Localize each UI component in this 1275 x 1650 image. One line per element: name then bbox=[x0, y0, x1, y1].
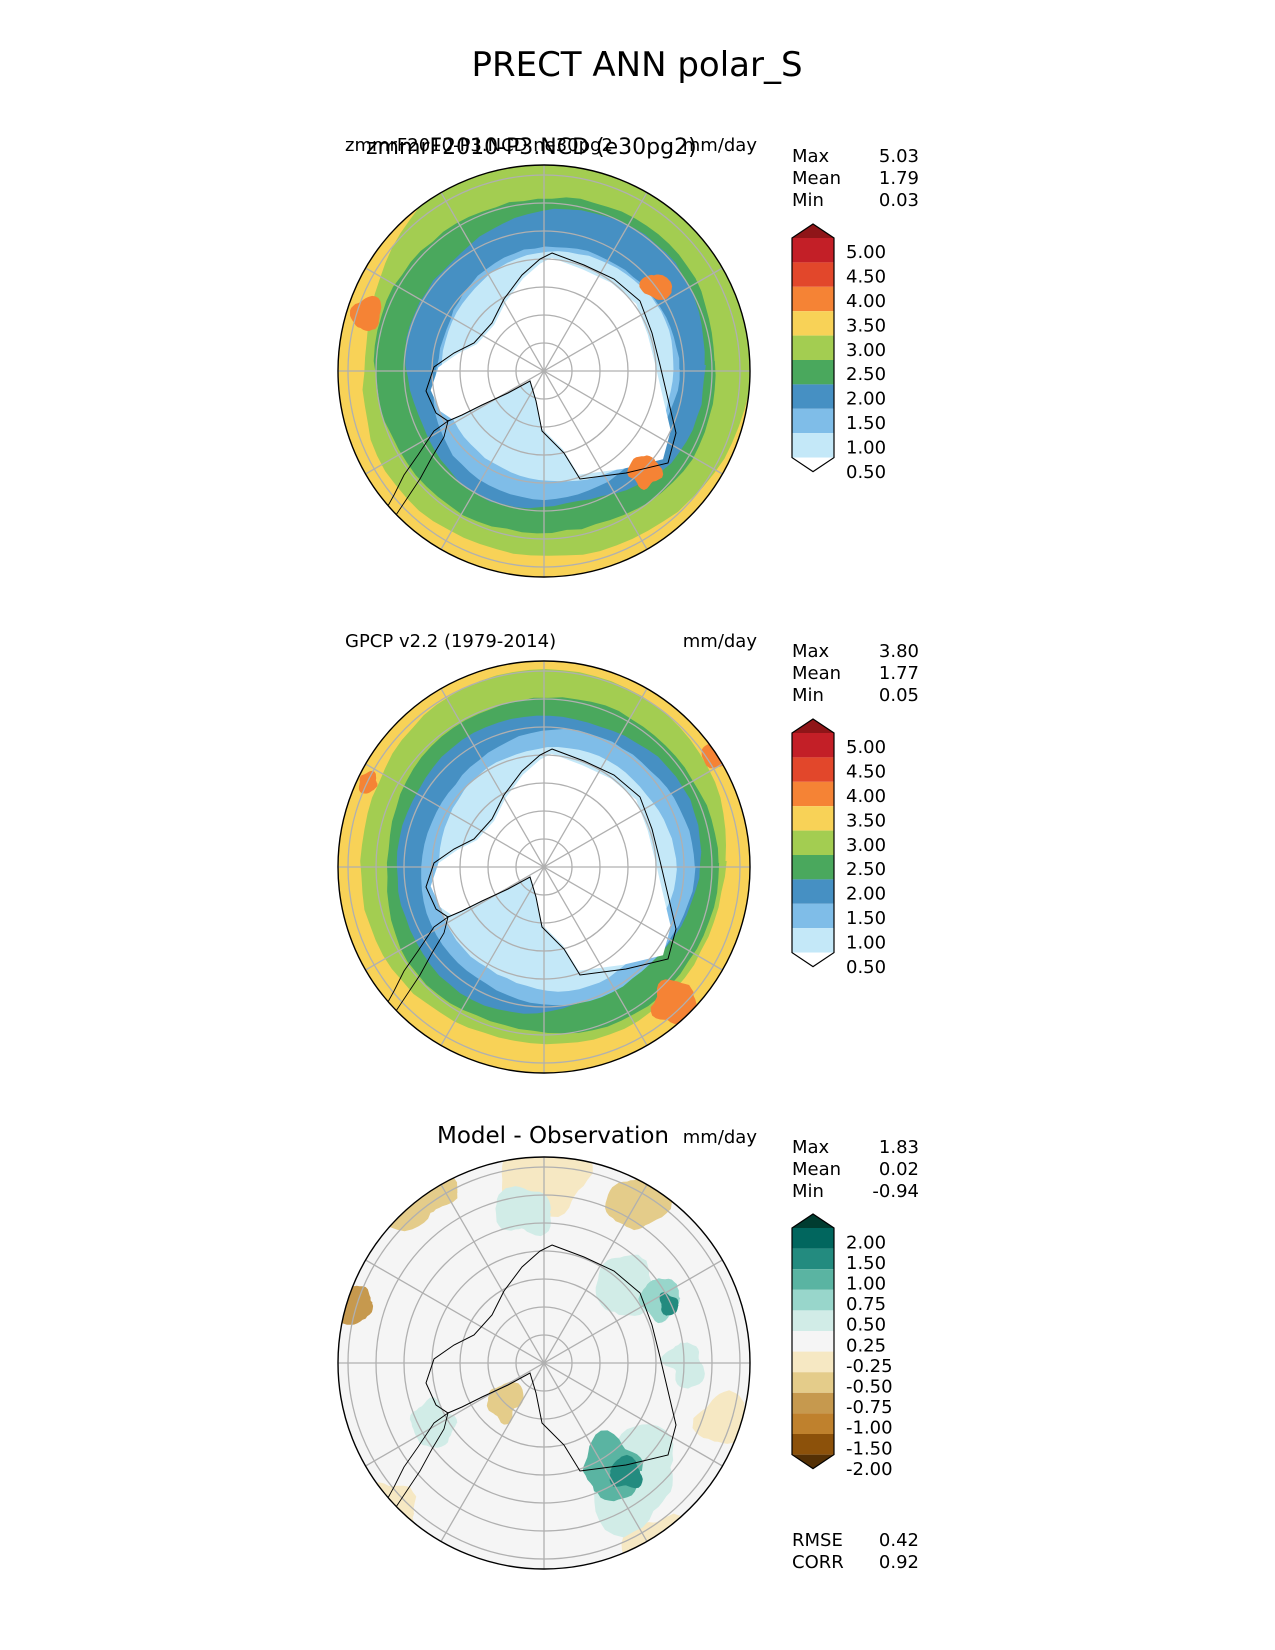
panel-test-title-overlay: zmmrF2010-P3.NCD (e30pg2) bbox=[366, 135, 697, 160]
colorbar-tick-label: 1.50 bbox=[846, 1253, 886, 1274]
stat-label-mean: Mean bbox=[792, 168, 841, 189]
colorbar-tick-label: 0.50 bbox=[846, 462, 886, 483]
stat-value-min: -0.94 bbox=[872, 1181, 919, 1202]
stat-value-max: 3.80 bbox=[879, 641, 919, 662]
panel-difference: Model - Observation mm/day Max 1.83 Mean… bbox=[337, 1123, 919, 1573]
panel-test-units: mm/day bbox=[683, 135, 758, 156]
colorbar-tick-label: -1.00 bbox=[846, 1418, 893, 1439]
colorbar-tick-label: 2.00 bbox=[846, 884, 886, 905]
stat-value-mean: 0.02 bbox=[879, 1159, 919, 1180]
stat-label-mean: Mean bbox=[792, 663, 841, 684]
colorbar-tick-label: 1.50 bbox=[846, 413, 886, 434]
colorbar-tick-label: -1.50 bbox=[846, 1438, 893, 1459]
colorbar-tick-label: 1.00 bbox=[846, 932, 886, 953]
stat-label-min: Min bbox=[792, 685, 824, 706]
panel-test: zmmrF2010-P3.NCD.ne30pg2 zmmrF2010-P3.NC… bbox=[337, 135, 919, 578]
colorbar-difference: 2.001.501.000.750.500.25-0.25-0.50-0.75-… bbox=[791, 1213, 893, 1480]
colorbar-tick-label: 0.25 bbox=[846, 1335, 886, 1356]
panel-test-title: zmmrF2010-P3.NCD.ne30pg2 bbox=[345, 135, 613, 156]
colorbar-tick-label: 2.50 bbox=[846, 364, 886, 385]
colorbar-tick-label: 0.50 bbox=[846, 1315, 886, 1336]
colorbar-tick-label: -0.50 bbox=[846, 1377, 893, 1398]
colorbar-tick-label: 0.50 bbox=[846, 957, 886, 978]
stat-value-min: 0.03 bbox=[879, 190, 919, 211]
panel-difference-metrics: RMSE 0.42 CORR 0.92 bbox=[792, 1530, 919, 1573]
colorbar-test: 5.00 4.50 4.00 3.50 3.00 2.50 2.00 1.50 1.00 0.50 bbox=[791, 223, 886, 483]
stat-value-max: 5.03 bbox=[879, 146, 919, 167]
colorbar-tick-label: 2.00 bbox=[846, 389, 886, 410]
panel-test-stats: Max 5.03 Mean 1.79 Min 0.03 bbox=[792, 146, 919, 211]
polar-map-difference bbox=[337, 1156, 751, 1570]
colorbar-tick-label: 4.00 bbox=[846, 786, 886, 807]
polar-map-reference bbox=[337, 660, 751, 1074]
metric-label-rmse: RMSE bbox=[792, 1530, 843, 1551]
colorbar-tick-label: -2.00 bbox=[846, 1459, 893, 1480]
stat-value-mean: 1.79 bbox=[879, 168, 919, 189]
colorbar-tick-label: 3.00 bbox=[846, 340, 886, 361]
panel-difference-units: mm/day bbox=[683, 1127, 758, 1148]
panel-reference-units: mm/day bbox=[683, 631, 758, 652]
colorbar-tick-label: 2.50 bbox=[846, 859, 886, 880]
metric-value-corr: 0.92 bbox=[879, 1552, 919, 1573]
panel-reference-stats: Max 3.80 Mean 1.77 Min 0.05 bbox=[792, 641, 919, 706]
colorbar-tick-label: 1.00 bbox=[846, 1274, 886, 1295]
polar-map-test bbox=[337, 164, 751, 578]
figure-title: PRECT ANN polar_S bbox=[471, 45, 802, 85]
colorbar-tick-label: 5.00 bbox=[846, 242, 886, 263]
colorbar-tick-label: 4.00 bbox=[846, 291, 886, 312]
colorbar-tick-label: 3.00 bbox=[846, 835, 886, 856]
metric-label-corr: CORR bbox=[792, 1552, 844, 1573]
colorbar-tick-label: 0.75 bbox=[846, 1294, 886, 1315]
stat-value-max: 1.83 bbox=[879, 1137, 919, 1158]
panel-reference-title: GPCP v2.2 (1979-2014) bbox=[345, 631, 556, 652]
stat-label-min: Min bbox=[792, 1181, 824, 1202]
stat-label-max: Max bbox=[792, 641, 830, 662]
colorbar-tick-label: 5.00 bbox=[846, 737, 886, 758]
stat-value-min: 0.05 bbox=[879, 685, 919, 706]
colorbar-tick-label: 1.50 bbox=[846, 908, 886, 929]
stat-value-mean: 1.77 bbox=[879, 663, 919, 684]
stat-label-mean: Mean bbox=[792, 1159, 841, 1180]
panel-difference-stats: Max 1.83 Mean 0.02 Min -0.94 bbox=[792, 1137, 919, 1202]
colorbar-tick-label: -0.75 bbox=[846, 1397, 893, 1418]
colorbar-tick-label: 4.50 bbox=[846, 267, 886, 288]
colorbar-tick-label: 2.00 bbox=[846, 1232, 886, 1253]
colorbar-tick-label: 1.00 bbox=[846, 437, 886, 458]
stat-label-min: Min bbox=[792, 190, 824, 211]
colorbar-tick-label: 4.50 bbox=[846, 762, 886, 783]
stat-label-max: Max bbox=[792, 146, 830, 167]
metric-value-rmse: 0.42 bbox=[879, 1530, 919, 1551]
stat-label-max: Max bbox=[792, 1137, 830, 1158]
panel-reference: GPCP v2.2 (1979-2014) mm/day Max 3.80 Me… bbox=[337, 631, 919, 1074]
colorbar-tick-label: 3.50 bbox=[846, 810, 886, 831]
colorbar-tick-label: -0.25 bbox=[846, 1356, 893, 1377]
colorbar-tick-label: 3.50 bbox=[846, 315, 886, 336]
colorbar-reference: 5.00 4.50 4.00 3.50 3.00 2.50 2.00 1.50 1.00 0.50 bbox=[791, 718, 886, 978]
panel-difference-title: Model - Observation bbox=[437, 1123, 669, 1149]
